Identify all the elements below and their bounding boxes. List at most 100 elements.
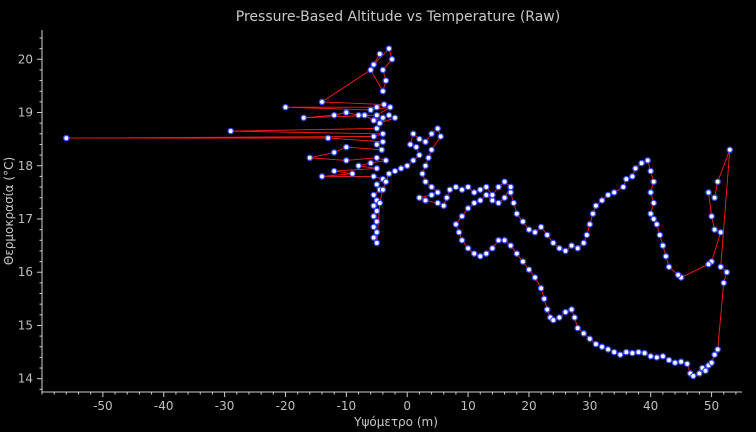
y-tick-label: 20 — [18, 52, 33, 66]
data-point — [385, 111, 393, 119]
data-point — [464, 183, 472, 191]
data-point — [407, 141, 414, 148]
data-point — [495, 183, 502, 191]
data-point — [638, 159, 645, 167]
chart-title: Pressure-Based Altitude vs Temperature (… — [236, 9, 560, 25]
data-point — [379, 66, 387, 74]
data-point — [571, 314, 578, 321]
x-tick-label: 20 — [521, 399, 536, 413]
data-point — [227, 127, 234, 135]
y-tick-label: 16 — [18, 265, 33, 279]
data-point — [440, 202, 447, 209]
x-tick-label: -50 — [93, 399, 113, 413]
data-point — [416, 135, 423, 143]
data-point — [495, 237, 502, 244]
data-point — [519, 218, 527, 225]
data-point — [437, 133, 444, 140]
data-point — [422, 197, 429, 204]
data-point — [507, 242, 514, 249]
data-point — [470, 250, 478, 257]
data-point — [330, 111, 338, 119]
y-axis-label: Θερμοκρασία (°C) — [2, 157, 16, 265]
data-point — [458, 186, 466, 193]
data-point — [647, 189, 654, 196]
x-tick-label: 30 — [582, 399, 597, 413]
data-point — [410, 130, 417, 138]
data-point — [717, 229, 724, 236]
data-point — [705, 189, 712, 196]
data-point — [705, 260, 712, 268]
data-point — [610, 348, 618, 356]
data-point — [714, 346, 721, 353]
data-point — [388, 56, 396, 63]
data-point — [373, 239, 381, 247]
data-point — [403, 162, 411, 170]
data-point — [629, 349, 636, 357]
data-point — [349, 170, 356, 177]
data-point — [370, 202, 377, 209]
data-point — [382, 178, 390, 185]
data-point — [379, 138, 387, 146]
data-point — [683, 360, 691, 368]
data-point — [507, 183, 514, 191]
data-point — [428, 146, 435, 154]
data-point — [647, 167, 654, 175]
data-point — [382, 77, 390, 84]
data-point — [355, 162, 362, 170]
data-point — [318, 173, 326, 180]
data-point — [370, 223, 377, 231]
data-point — [370, 234, 377, 241]
data-point — [416, 194, 423, 201]
data-point — [677, 358, 685, 365]
data-point — [300, 114, 307, 122]
data-point — [537, 284, 545, 292]
data-point — [379, 186, 387, 193]
data-point — [501, 194, 508, 201]
data-point — [644, 157, 651, 164]
data-point — [574, 324, 581, 332]
data-point — [519, 258, 527, 265]
y-tick-label: 14 — [18, 372, 33, 386]
data-point — [318, 98, 326, 106]
data-point — [306, 154, 314, 162]
data-point — [477, 186, 484, 193]
y-tick-label: 18 — [18, 159, 33, 173]
data-point — [470, 189, 478, 196]
data-point — [641, 349, 648, 357]
data-point — [489, 197, 496, 204]
data-point — [592, 340, 600, 348]
data-point — [458, 237, 466, 244]
data-point — [489, 245, 496, 252]
data-point — [665, 263, 673, 271]
data-point — [720, 279, 727, 287]
data-point — [604, 346, 612, 353]
data-point — [379, 130, 387, 138]
data-point — [662, 253, 670, 260]
x-axis-label: Υψόμετρο (m) — [353, 415, 438, 429]
data-point — [376, 199, 384, 207]
data-point — [443, 194, 451, 201]
data-point — [382, 157, 390, 164]
data-point — [483, 191, 490, 199]
data-point — [458, 213, 466, 220]
data-point — [379, 87, 387, 95]
data-point — [525, 226, 533, 233]
x-axis: -50 -40 -30 -20 -10 0 10 20 30 40 50 — [41, 392, 737, 413]
data-point — [343, 157, 350, 164]
y-tick-label: 17 — [18, 212, 33, 226]
data-point — [455, 229, 463, 236]
data-point — [373, 111, 381, 119]
data-point — [373, 154, 381, 162]
data-point — [413, 143, 420, 151]
x-tick-label: 50 — [704, 399, 719, 413]
data-point — [470, 199, 478, 207]
data-point — [665, 356, 673, 364]
data-point — [635, 348, 642, 356]
data-point — [568, 306, 575, 313]
data-point — [510, 199, 517, 207]
data-point — [647, 210, 654, 217]
data-point — [477, 253, 484, 260]
data-point — [556, 314, 563, 321]
data-point — [416, 151, 423, 159]
